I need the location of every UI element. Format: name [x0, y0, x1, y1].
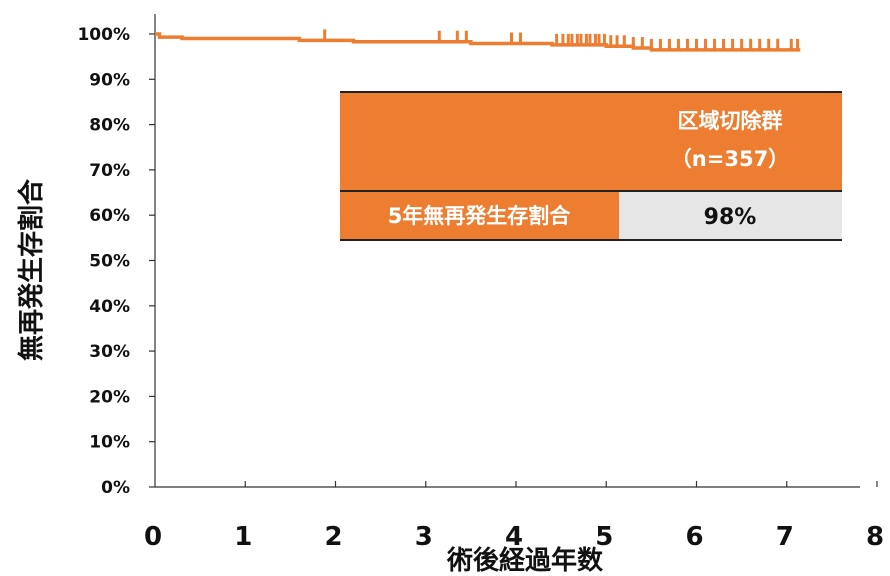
x-tick-label: 2 — [324, 522, 342, 552]
x-tick-label: 1 — [234, 522, 252, 552]
y-tick-label: 100% — [77, 25, 130, 45]
y-tick-label: 20% — [89, 387, 130, 407]
survival-curve — [155, 32, 801, 52]
legend-box: 区域切除群 （n=357） 5年無再発生存割合 98% — [340, 91, 842, 241]
legend-header-bg — [340, 92, 842, 191]
series-layer — [155, 29, 801, 52]
legend-metric-label-bg — [340, 191, 619, 240]
y-tick-label: 50% — [89, 252, 130, 272]
y-axis-ticks: 0% 10% 20% 30% 40% 50% 60% 70% 80% 90% 100% — [77, 25, 155, 498]
y-axis-title: 無再発生存割合 — [16, 178, 47, 361]
x-tick-label: 6 — [685, 522, 703, 552]
x-tick-label: 4 — [505, 522, 523, 552]
x-tick-label: 7 — [776, 522, 794, 552]
x-tick-label: 3 — [415, 522, 433, 552]
x-tick-label: 5 — [595, 522, 613, 552]
y-tick-label: 60% — [89, 206, 130, 226]
legend-n-label: （n=357） — [671, 147, 789, 171]
y-tick-label: 40% — [89, 297, 130, 317]
x-axis-ticks: 0 1 2 3 4 5 6 7 8 — [144, 481, 884, 552]
legend-group-label: 区域切除群 — [678, 109, 783, 133]
y-tick-label: 0% — [101, 478, 130, 498]
legend-metric-value-bg — [619, 191, 842, 240]
x-axis-title: 術後経過年数 — [446, 545, 604, 576]
y-tick-label: 10% — [89, 433, 130, 453]
legend-metric-value: 98% — [704, 205, 757, 230]
x-tick-label: 8 — [866, 522, 884, 552]
legend-metric-label: 5年無再発生存割合 — [388, 204, 572, 228]
y-tick-label: 70% — [89, 161, 130, 181]
x-tick-label: 0 — [144, 522, 162, 552]
y-tick-label: 80% — [89, 116, 130, 136]
y-tick-label: 90% — [89, 70, 130, 90]
y-tick-label: 30% — [89, 342, 130, 362]
